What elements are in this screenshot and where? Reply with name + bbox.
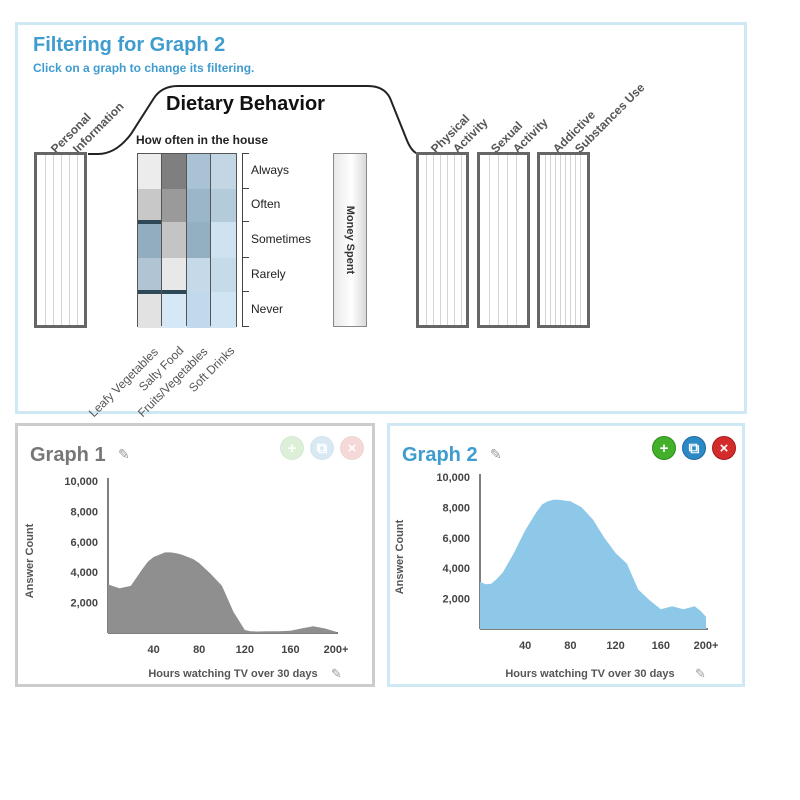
- y-tick-label: 2,000: [70, 598, 98, 610]
- y-tick-label: 4,000: [442, 563, 470, 575]
- x-tick-label: 200+: [694, 640, 719, 652]
- heatmap-cell[interactable]: [138, 154, 162, 189]
- y-tick-label: 2,000: [442, 594, 470, 606]
- category-addictive-substances[interactable]: [537, 152, 590, 328]
- heatmap-cell[interactable]: [162, 222, 187, 258]
- x-tick-label: 160: [652, 640, 670, 652]
- y-tick-label: 10,000: [64, 476, 98, 488]
- x-tick-label: 120: [606, 640, 624, 652]
- category-sexual-activity[interactable]: [477, 152, 530, 328]
- heatmap-cell[interactable]: [162, 189, 187, 222]
- graph1-area: [108, 552, 336, 633]
- graph2-panel[interactable]: Graph 2 ✎ + ⧉ × 2,000 4,000 6,000 8,000 10,0…: [387, 423, 745, 687]
- y-tick-label: 6,000: [70, 537, 98, 549]
- category-physical-activity[interactable]: [416, 152, 469, 328]
- duplicate-graph-button[interactable]: ⧉: [310, 436, 334, 460]
- category-personal-information[interactable]: [34, 152, 87, 328]
- graph2-title: Graph 2: [402, 444, 478, 466]
- graph2-x-axis-label: Hours watching TV over 30 days: [505, 668, 674, 680]
- dietary-bracket: [88, 85, 421, 155]
- pencil-icon[interactable]: ✎: [331, 666, 342, 681]
- filter-marker[interactable]: [138, 220, 162, 224]
- close-graph-button[interactable]: ×: [340, 436, 364, 460]
- heatmap-cell[interactable]: [187, 292, 211, 328]
- heatmap-cell[interactable]: [187, 258, 211, 292]
- heatmap-cell[interactable]: [162, 258, 187, 292]
- graph2-area: [480, 499, 706, 629]
- heatmap-cell[interactable]: [211, 154, 236, 189]
- pencil-icon[interactable]: ✎: [695, 666, 706, 681]
- money-spent-block[interactable]: Money Spent: [333, 153, 367, 327]
- dietary-behavior-header[interactable]: Dietary Behavior: [166, 93, 325, 115]
- filter-title: Filtering for Graph 2: [33, 34, 226, 56]
- graph1-panel[interactable]: Graph 1 ✎ + ⧉ × 2,000 4,000 6,000 8,000 10,0…: [15, 423, 375, 687]
- graph2-chart[interactable]: 2,000 4,000 6,000 8,000 10,000 40 80 120 160 200…: [390, 426, 742, 684]
- frequency-label-sometimes: Sometimes: [251, 232, 312, 246]
- heatmap-cell[interactable]: [162, 154, 187, 189]
- y-tick-label: 4,000: [70, 567, 98, 579]
- y-tick-label: 10,000: [436, 472, 470, 484]
- pencil-icon[interactable]: ✎: [118, 446, 130, 462]
- filter-subtitle: Click on a graph to change its filtering…: [33, 61, 255, 75]
- x-tick-label: 80: [564, 640, 576, 652]
- frequency-label-rarely: Rarely: [251, 267, 286, 281]
- heatmap-cell[interactable]: [211, 222, 236, 258]
- graph1-chart[interactable]: 2,000 4,000 6,000 8,000 10,000 40 80 120 160 200…: [18, 426, 372, 684]
- y-tick-label: 8,000: [442, 502, 470, 514]
- how-often-label: How often in the house: [136, 133, 268, 147]
- heatmap-cell[interactable]: [211, 292, 236, 328]
- heatmap-cell[interactable]: [138, 222, 162, 258]
- duplicate-graph-button[interactable]: ⧉: [682, 436, 706, 460]
- x-tick-label: 120: [236, 644, 254, 656]
- heatmap-cell[interactable]: [211, 258, 236, 292]
- graph2-y-axis-label: Answer Count: [394, 519, 406, 594]
- x-tick-label: 40: [519, 640, 531, 652]
- x-tick-label: 160: [281, 644, 299, 656]
- x-tick-label: 40: [147, 644, 159, 656]
- graph1-x-axis-label: Hours watching TV over 30 days: [148, 668, 317, 680]
- y-tick-label: 8,000: [70, 506, 98, 518]
- heatmap-cell[interactable]: [138, 292, 162, 328]
- x-tick-label: 80: [193, 644, 205, 656]
- frequency-label-often: Often: [251, 197, 281, 211]
- x-tick-label: 200+: [324, 644, 349, 656]
- heatmap-cell[interactable]: [187, 154, 211, 189]
- y-tick-label: 6,000: [442, 533, 470, 545]
- frequency-label-never: Never: [251, 302, 284, 316]
- filter-marker[interactable]: [162, 290, 187, 294]
- heatmap-cell[interactable]: [138, 258, 162, 292]
- filter-marker[interactable]: [138, 290, 162, 294]
- close-graph-button[interactable]: ×: [712, 436, 736, 460]
- heatmap-cell[interactable]: [162, 292, 187, 328]
- heatmap-cell[interactable]: [187, 222, 211, 258]
- frequency-axis: [242, 153, 243, 327]
- graph1-title: Graph 1: [30, 444, 106, 466]
- add-graph-button[interactable]: +: [652, 436, 676, 460]
- heatmap-cell[interactable]: [138, 189, 162, 222]
- graph1-y-axis-label: Answer Count: [24, 523, 36, 598]
- money-spent-label: Money Spent: [344, 205, 356, 275]
- add-graph-button[interactable]: +: [280, 436, 304, 460]
- pencil-icon[interactable]: ✎: [490, 446, 502, 462]
- heatmap-cell[interactable]: [211, 189, 236, 222]
- frequency-heatmap[interactable]: [137, 153, 237, 328]
- heatmap-cell[interactable]: [187, 189, 211, 222]
- frequency-label-always: Always: [251, 163, 290, 177]
